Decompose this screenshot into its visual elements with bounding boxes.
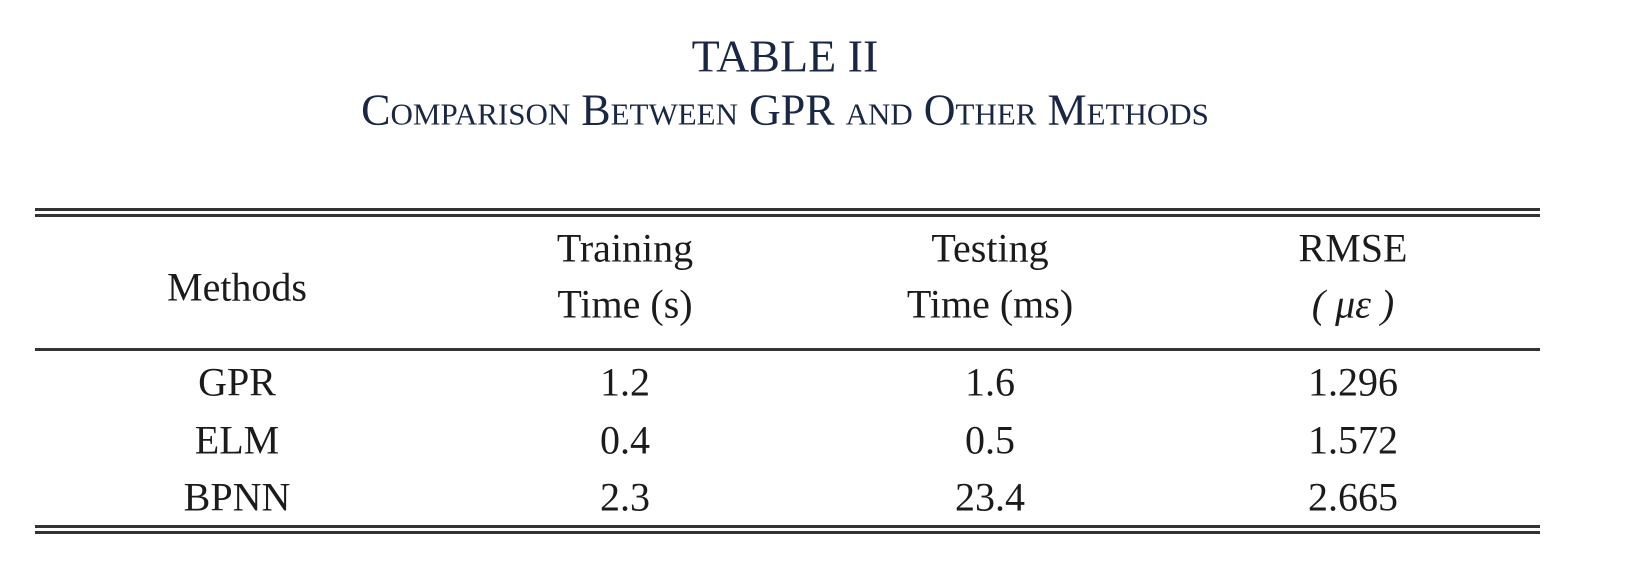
cell-value: 1.2 bbox=[600, 359, 650, 405]
column-header: RMSE bbox=[1298, 225, 1408, 271]
bottom-rule bbox=[35, 531, 1540, 534]
table-title: TABLE II bbox=[691, 30, 879, 82]
top-rule bbox=[35, 208, 1540, 211]
header-rule bbox=[35, 348, 1540, 351]
cell-value: 1.572 bbox=[1308, 417, 1398, 463]
table-caption: Comparison Between GPR and Other Methods bbox=[361, 85, 1209, 135]
column-header: Methods bbox=[167, 264, 307, 310]
top-rule bbox=[35, 214, 1540, 217]
cell-value: 2.665 bbox=[1308, 474, 1398, 520]
column-header: Time (ms) bbox=[906, 281, 1074, 327]
column-header: ( με ) bbox=[1311, 281, 1395, 327]
column-header: Time (s) bbox=[557, 281, 693, 327]
cell-value: 1.6 bbox=[965, 359, 1015, 405]
row-label: BPNN bbox=[183, 474, 291, 520]
cell-value: 0.5 bbox=[965, 417, 1015, 463]
column-header: Testing bbox=[931, 225, 1049, 271]
bottom-rule bbox=[35, 525, 1540, 528]
cell-value: 1.296 bbox=[1308, 359, 1398, 405]
cell-value: 23.4 bbox=[955, 474, 1025, 520]
row-label: GPR bbox=[198, 359, 276, 405]
cell-value: 0.4 bbox=[600, 417, 650, 463]
column-header: Training bbox=[556, 225, 694, 271]
row-label: ELM bbox=[194, 417, 280, 463]
cell-value: 2.3 bbox=[600, 474, 650, 520]
